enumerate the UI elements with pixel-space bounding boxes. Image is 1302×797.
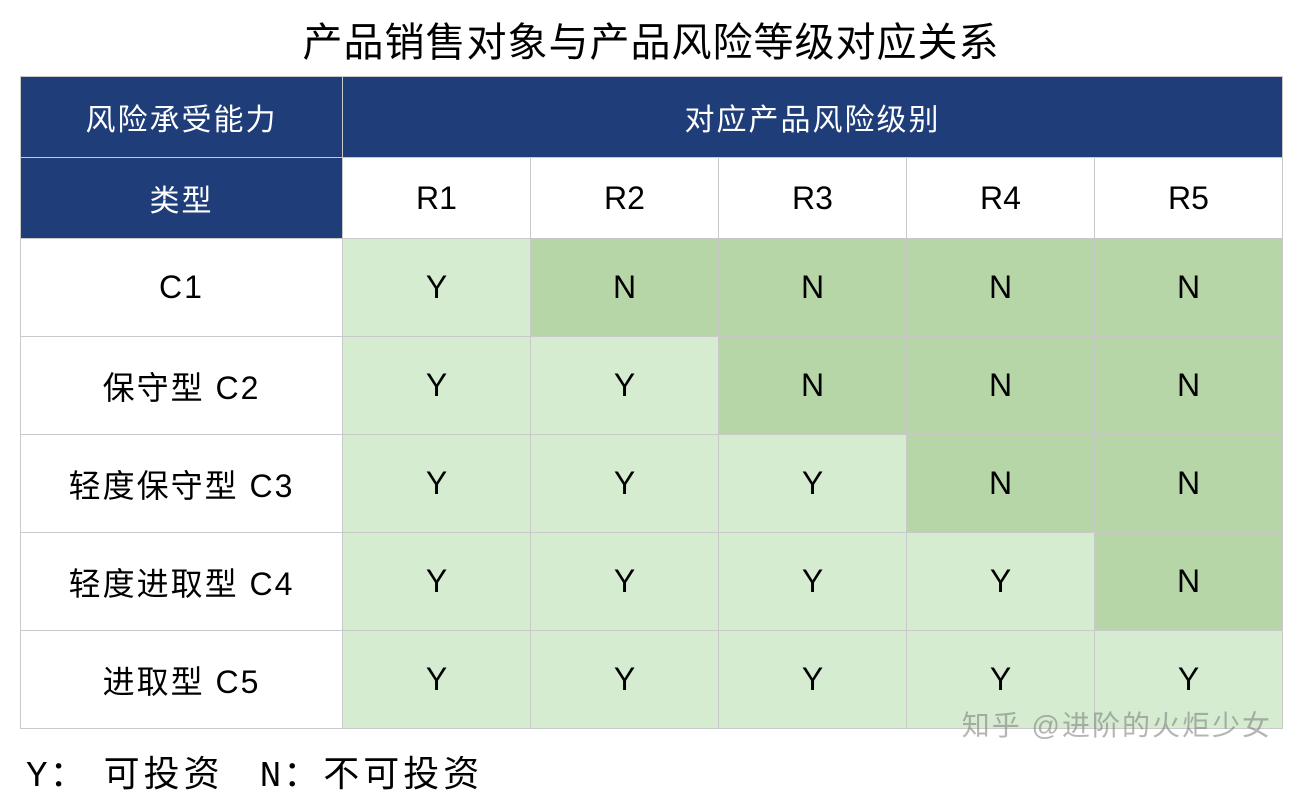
table-row: 轻度进取型 C4YYYYN (21, 533, 1283, 631)
cell: Y (343, 239, 531, 337)
cell: Y (343, 533, 531, 631)
cell: Y (719, 435, 907, 533)
row-label: 轻度保守型 C3 (21, 435, 343, 533)
row-label: 轻度进取型 C4 (21, 533, 343, 631)
col-header-r3: R3 (719, 158, 907, 239)
header-right-span: 对应产品风险级别 (343, 77, 1283, 158)
cell: Y (531, 337, 719, 435)
cell: Y (343, 435, 531, 533)
cell: N (907, 337, 1095, 435)
cell: Y (531, 435, 719, 533)
cell: Y (907, 631, 1095, 729)
cell: Y (531, 631, 719, 729)
header-left-bottom: 类型 (21, 158, 343, 239)
header-left-top: 风险承受能力 (21, 77, 343, 158)
table-body: C1YNNNN保守型 C2YYNNN轻度保守型 C3YYYNN轻度进取型 C4Y… (21, 239, 1283, 729)
cell: Y (719, 533, 907, 631)
cell: N (1095, 239, 1283, 337)
cell: N (1095, 337, 1283, 435)
cell: N (907, 435, 1095, 533)
table-title: 产品销售对象与产品风险等级对应关系 (20, 10, 1282, 68)
cell: Y (343, 337, 531, 435)
legend: Y： 可投资 N：不可投资 (20, 745, 1282, 797)
risk-mapping-table: 风险承受能力 对应产品风险级别 类型 R1 R2 R3 R4 R5 C1YNNN… (20, 76, 1283, 729)
table-row: 进取型 C5YYYYY (21, 631, 1283, 729)
cell: Y (907, 533, 1095, 631)
cell: N (719, 337, 907, 435)
row-label: 保守型 C2 (21, 337, 343, 435)
legend-y-symbol: Y (26, 756, 50, 797)
table-row: C1YNNNN (21, 239, 1283, 337)
cell: Y (719, 631, 907, 729)
col-header-r2: R2 (531, 158, 719, 239)
table-row: 保守型 C2YYNNN (21, 337, 1283, 435)
table-row: 轻度保守型 C3YYYNN (21, 435, 1283, 533)
cell: Y (343, 631, 531, 729)
cell: N (719, 239, 907, 337)
cell: N (907, 239, 1095, 337)
col-header-r4: R4 (907, 158, 1095, 239)
cell: N (1095, 435, 1283, 533)
legend-y-text: ： 可投资 (50, 753, 224, 794)
legend-n-symbol: N (260, 756, 284, 797)
row-label: 进取型 C5 (21, 631, 343, 729)
col-header-r1: R1 (343, 158, 531, 239)
cell: N (531, 239, 719, 337)
cell: Y (531, 533, 719, 631)
legend-n-text: ：不可投资 (283, 753, 483, 794)
col-header-r5: R5 (1095, 158, 1283, 239)
cell: Y (1095, 631, 1283, 729)
row-label: C1 (21, 239, 343, 337)
cell: N (1095, 533, 1283, 631)
